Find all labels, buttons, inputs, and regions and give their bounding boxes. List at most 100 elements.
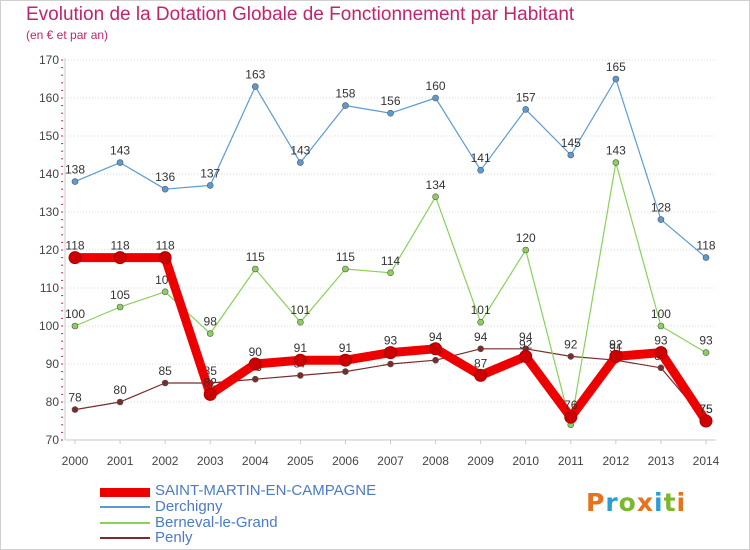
y-tick-label: 70 [46, 433, 60, 447]
x-tick-label: 2003 [197, 454, 224, 468]
data-label: 118 [111, 239, 130, 253]
data-point [612, 159, 620, 166]
data-point [293, 353, 307, 367]
data-point [657, 322, 665, 330]
data-point [387, 269, 394, 277]
data-label: 75 [699, 402, 713, 416]
data-label: 100 [651, 307, 671, 321]
data-point [702, 254, 710, 261]
logo-letter: i [676, 488, 687, 517]
data-point [161, 379, 169, 387]
legend-label-berneval: Berneval-le-Grand [155, 514, 278, 531]
data-label: 91 [294, 341, 308, 355]
data-label: 118 [696, 239, 715, 253]
data-label: 128 [651, 201, 671, 215]
data-point [251, 265, 259, 273]
data-point [116, 159, 124, 166]
x-tick-label: 2006 [332, 454, 359, 468]
data-point [297, 372, 304, 379]
data-point [297, 159, 304, 166]
series-line-berneval-le-grand [74, 162, 707, 426]
x-tick-label: 2007 [377, 454, 404, 468]
data-point [657, 364, 665, 372]
data-point [338, 353, 352, 367]
data-label: 118 [156, 239, 175, 253]
y-minor-tick [61, 302, 63, 304]
data-point [203, 387, 217, 401]
y-minor-tick [61, 401, 63, 403]
data-label: 143 [606, 144, 626, 158]
y-minor-tick [61, 59, 63, 61]
y-minor-tick [61, 439, 63, 441]
y-minor-tick [61, 188, 63, 190]
y-minor-tick [61, 378, 63, 380]
y-minor-tick [61, 120, 63, 122]
data-label: 90 [249, 345, 263, 359]
y-minor-tick [61, 165, 63, 167]
data-point [657, 216, 665, 223]
legend-item-berneval: Berneval-le-Grand [100, 514, 420, 532]
data-point [113, 251, 127, 265]
x-tick-label: 2009 [467, 454, 494, 468]
data-point [609, 349, 623, 363]
data-label: 92 [564, 337, 578, 351]
data-point [429, 342, 443, 356]
y-minor-tick [61, 393, 63, 395]
data-label: 114 [381, 254, 400, 268]
y-tick-label: 80 [46, 395, 60, 409]
data-point [477, 345, 484, 353]
data-label: 156 [380, 94, 400, 108]
y-minor-tick [61, 234, 63, 236]
data-label: 98 [204, 315, 218, 329]
logo-letter: P [586, 488, 606, 517]
y-tick-label: 170 [39, 53, 59, 67]
data-point [297, 318, 304, 326]
logo-letter: o [618, 488, 637, 517]
y-minor-tick [61, 325, 63, 327]
data-point [699, 414, 713, 428]
y-minor-tick [61, 241, 63, 243]
logo-letter: i [654, 488, 664, 517]
x-tick-label: 2011 [558, 454, 584, 468]
y-minor-tick [61, 431, 63, 433]
y-minor-tick [61, 317, 63, 319]
data-label: 93 [699, 334, 713, 348]
y-minor-tick [61, 67, 63, 69]
data-point [477, 166, 484, 174]
y-minor-tick [61, 226, 63, 228]
data-point [251, 83, 259, 90]
y-minor-tick [61, 424, 63, 426]
data-label: 94 [474, 330, 488, 344]
data-point [342, 265, 349, 273]
data-point [116, 398, 124, 406]
data-point [432, 193, 439, 201]
data-label: 76 [564, 398, 578, 412]
data-point [522, 246, 530, 254]
x-tick-label: 2005 [287, 454, 314, 468]
data-point [71, 322, 79, 330]
y-minor-tick [61, 74, 63, 76]
legend-label-penly: Penly [155, 529, 193, 546]
y-minor-tick [61, 219, 63, 221]
data-point [432, 356, 439, 364]
data-label: 85 [158, 364, 172, 378]
y-minor-tick [61, 143, 63, 145]
data-label: 158 [335, 87, 355, 101]
data-label: 160 [426, 79, 446, 93]
data-point [342, 368, 349, 375]
y-tick-label: 140 [39, 167, 59, 181]
y-minor-tick [61, 249, 63, 251]
data-label: 120 [516, 231, 536, 245]
data-point [68, 251, 82, 265]
data-label: 94 [519, 330, 533, 344]
data-point [564, 410, 578, 424]
data-point [206, 330, 214, 337]
y-minor-tick [61, 409, 63, 411]
y-minor-tick [61, 158, 63, 160]
y-minor-tick [61, 264, 63, 266]
data-label: 143 [110, 144, 130, 158]
data-label: 138 [65, 163, 85, 177]
y-minor-tick [61, 348, 63, 350]
y-minor-tick [61, 82, 63, 84]
